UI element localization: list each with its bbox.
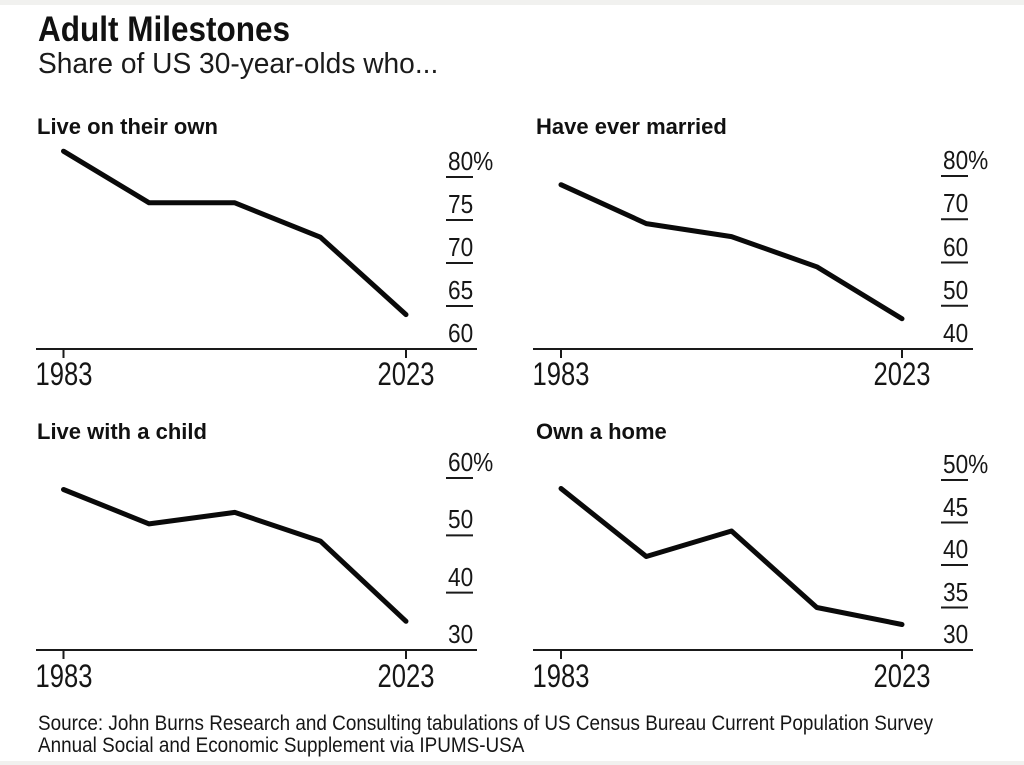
y-axis-label: 40 [448, 561, 474, 592]
y-axis-label: 30 [448, 619, 474, 649]
y-axis-label: 40 [943, 318, 969, 348]
bottom-edge-strip [0, 761, 1024, 765]
source-line-1: Source: John Burns Research and Consulti… [38, 712, 934, 735]
x-axis-label: 1983 [532, 658, 590, 694]
y-axis-label: 30 [943, 619, 969, 649]
y-axis-label: 40 [943, 534, 969, 564]
panel-title-live-on-their-own: Live on their own [37, 114, 218, 139]
x-axis-label: 2023 [873, 658, 931, 694]
data-line-own-a-home [558, 486, 905, 627]
y-axis-label: 80% [943, 145, 989, 175]
source-line-2: Annual Social and Economic Supplement vi… [38, 733, 525, 757]
y-axis-label: 50 [943, 274, 969, 305]
data-line-live-on-their-own [61, 148, 409, 318]
y-axis-label: 45 [943, 491, 969, 522]
x-axis-label: 2023 [377, 658, 435, 694]
panel-title-own-a-home: Own a home [536, 419, 667, 444]
y-axis-label: 60 [943, 231, 969, 262]
data-line-live-with-a-child [61, 487, 409, 624]
y-axis-label: 65 [448, 275, 474, 305]
y-axis-label: 50 [448, 504, 474, 535]
y-axis-label: 60 [448, 318, 474, 348]
x-axis-label: 1983 [35, 356, 92, 392]
y-axis-label: 70 [448, 232, 474, 262]
x-axis-label: 1983 [532, 356, 590, 392]
y-axis-label: 50% [943, 449, 989, 479]
x-axis-label: 2023 [873, 356, 931, 392]
y-axis-label: 60% [448, 447, 494, 477]
y-axis-label: 75 [448, 189, 474, 219]
x-axis-label: 2023 [377, 356, 435, 392]
x-axis-label: 1983 [35, 658, 92, 694]
page-title: Adult Milestones [38, 10, 291, 49]
panel-title-have-ever-married: Have ever married [536, 114, 727, 139]
y-axis-label: 35 [943, 576, 969, 607]
page-subtitle: Share of US 30-year-olds who... [38, 48, 439, 80]
top-edge-strip [0, 0, 1024, 5]
panel-title-live-with-a-child: Live with a child [37, 419, 207, 444]
source-note: Source: John Burns Research and Consulti… [38, 713, 933, 756]
y-axis-label: 70 [943, 188, 969, 219]
data-line-have-ever-married [558, 182, 905, 322]
y-axis-label: 80% [448, 146, 494, 176]
